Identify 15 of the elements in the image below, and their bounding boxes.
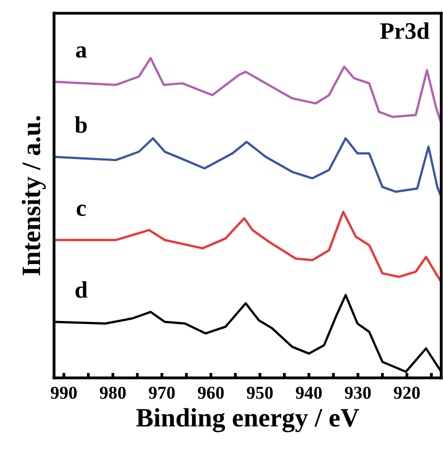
series-label: b <box>74 116 87 133</box>
x-tick-label: 960 <box>198 386 224 399</box>
x-tick-label: 920 <box>394 386 420 399</box>
x-tick-label: 990 <box>50 386 77 399</box>
x-tick-label: 950 <box>246 386 273 399</box>
x-tick-label: 940 <box>296 386 322 399</box>
x-tick-label: 970 <box>148 386 175 399</box>
series-label: c <box>76 204 86 216</box>
series-label: d <box>76 281 88 298</box>
x-tick-label: 980 <box>100 386 126 399</box>
x-axis-title: Binding energy / eV <box>136 408 360 432</box>
x-tick-label: 930 <box>344 386 371 399</box>
y-axis-title: Intensity / a.u. <box>22 116 46 276</box>
series-label: a <box>76 46 87 58</box>
chart-title: Pr3d <box>380 22 430 40</box>
